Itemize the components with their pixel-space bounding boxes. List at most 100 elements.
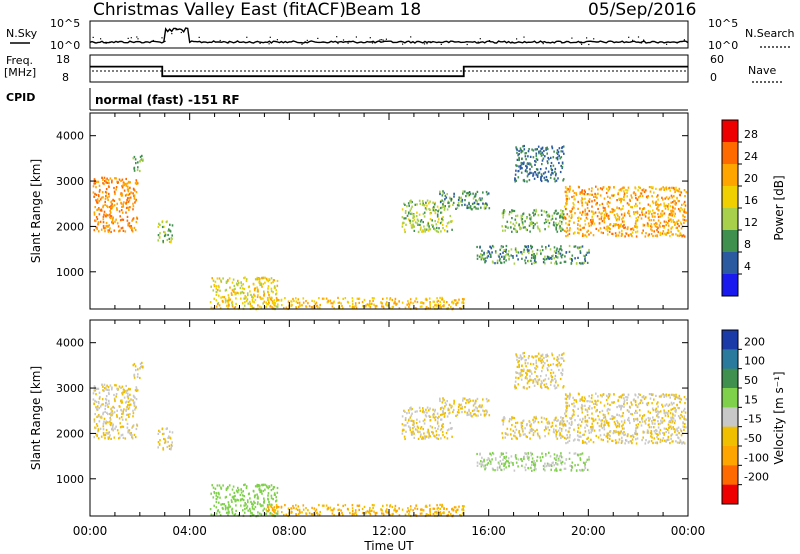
velocity-cell	[323, 504, 325, 507]
power-cell	[665, 188, 668, 191]
power-cell	[593, 222, 596, 225]
power-cell	[396, 302, 398, 305]
velocity-cell	[464, 406, 466, 409]
velocity-cell	[657, 416, 659, 419]
velocity-cell	[453, 402, 455, 405]
power-cell	[482, 191, 484, 194]
power-cell	[438, 208, 440, 211]
velocity-cell	[407, 409, 410, 412]
power-cell	[670, 230, 672, 233]
velocity-cell	[157, 441, 160, 444]
power-cell	[657, 206, 659, 209]
power-cell	[618, 218, 621, 221]
power-colorbar-tick-label: 16	[744, 194, 758, 207]
power-cell	[268, 294, 270, 297]
velocity-cell	[498, 466, 501, 469]
power-cell	[171, 234, 173, 237]
velocity-cell	[667, 426, 670, 429]
velocity-cell	[634, 394, 637, 397]
velocity-cell	[215, 506, 218, 509]
power-cell	[505, 225, 507, 228]
velocity-cell	[586, 413, 589, 417]
velocity-cell	[581, 407, 583, 410]
velocity-cell	[122, 412, 125, 415]
velocity-cell	[537, 421, 540, 424]
power-cell	[510, 254, 512, 257]
velocity-cell	[562, 420, 565, 423]
velocity-cell	[225, 511, 228, 514]
power-cell	[132, 205, 135, 208]
velocity-cell	[641, 401, 644, 405]
velocity-cell	[528, 456, 530, 459]
velocity-cell	[664, 414, 667, 417]
velocity-cell	[522, 430, 524, 433]
velocity-cell	[254, 485, 257, 488]
power-cell	[441, 223, 444, 227]
power-cell	[673, 215, 676, 218]
power-cell	[561, 161, 564, 164]
power-cell	[534, 254, 537, 258]
velocity-cell	[663, 412, 666, 415]
power-cell	[132, 187, 135, 190]
velocity-cell	[408, 411, 410, 414]
velocity-cell	[521, 364, 523, 367]
power-cell	[374, 306, 377, 310]
power-cell	[354, 305, 356, 308]
power-cell	[667, 208, 669, 211]
power-cell	[464, 190, 466, 193]
velocity-cell	[109, 412, 111, 416]
velocity-cell	[108, 436, 110, 439]
velocity-cell	[435, 510, 437, 513]
power-cell	[560, 228, 563, 231]
power-cell	[644, 213, 646, 216]
power-cell	[674, 207, 676, 210]
power-cell	[451, 301, 453, 304]
velocity-cell	[661, 439, 664, 442]
power-cell	[483, 253, 485, 256]
velocity-cell	[96, 405, 99, 408]
velocity-cell	[606, 440, 609, 443]
velocity-cell	[657, 437, 660, 441]
velocity-cell	[621, 427, 624, 430]
velocity-cell	[128, 415, 130, 418]
velocity-cell	[579, 399, 581, 402]
power-cell	[541, 146, 544, 149]
power-cell	[603, 217, 605, 220]
power-cell	[225, 280, 228, 283]
power-cell	[659, 203, 662, 206]
power-cell	[636, 210, 639, 213]
power-cell	[535, 152, 538, 155]
nsky-point	[355, 36, 357, 38]
velocity-cell	[551, 352, 553, 355]
power-cell	[98, 213, 101, 216]
velocity-cell	[484, 464, 487, 467]
velocity-cell	[407, 425, 410, 428]
power-cell	[420, 301, 423, 304]
velocity-cell	[437, 510, 440, 513]
velocity-cell	[568, 457, 571, 460]
power-cell	[369, 299, 371, 303]
velocity-cell	[585, 460, 588, 463]
velocity-cell	[101, 383, 103, 386]
power-cell	[171, 224, 174, 227]
velocity-cell	[600, 419, 602, 422]
velocity-cell	[594, 402, 597, 405]
power-cell	[584, 255, 586, 258]
nsky-point	[423, 43, 426, 45]
velocity-cell	[631, 438, 634, 441]
power-cell	[568, 197, 570, 200]
velocity-cell	[131, 437, 134, 440]
velocity-cell	[658, 411, 660, 414]
power-cell	[677, 208, 680, 211]
velocity-cell	[613, 430, 615, 433]
velocity-cell	[566, 433, 568, 437]
power-cell	[212, 279, 215, 282]
power-cell	[547, 156, 549, 160]
power-cell	[510, 248, 513, 251]
velocity-cell	[358, 508, 360, 511]
velocity-cell	[521, 422, 523, 425]
velocity-cell	[439, 408, 442, 411]
velocity-cell	[642, 415, 644, 418]
power-cell	[557, 212, 559, 215]
power-cell	[620, 208, 622, 211]
